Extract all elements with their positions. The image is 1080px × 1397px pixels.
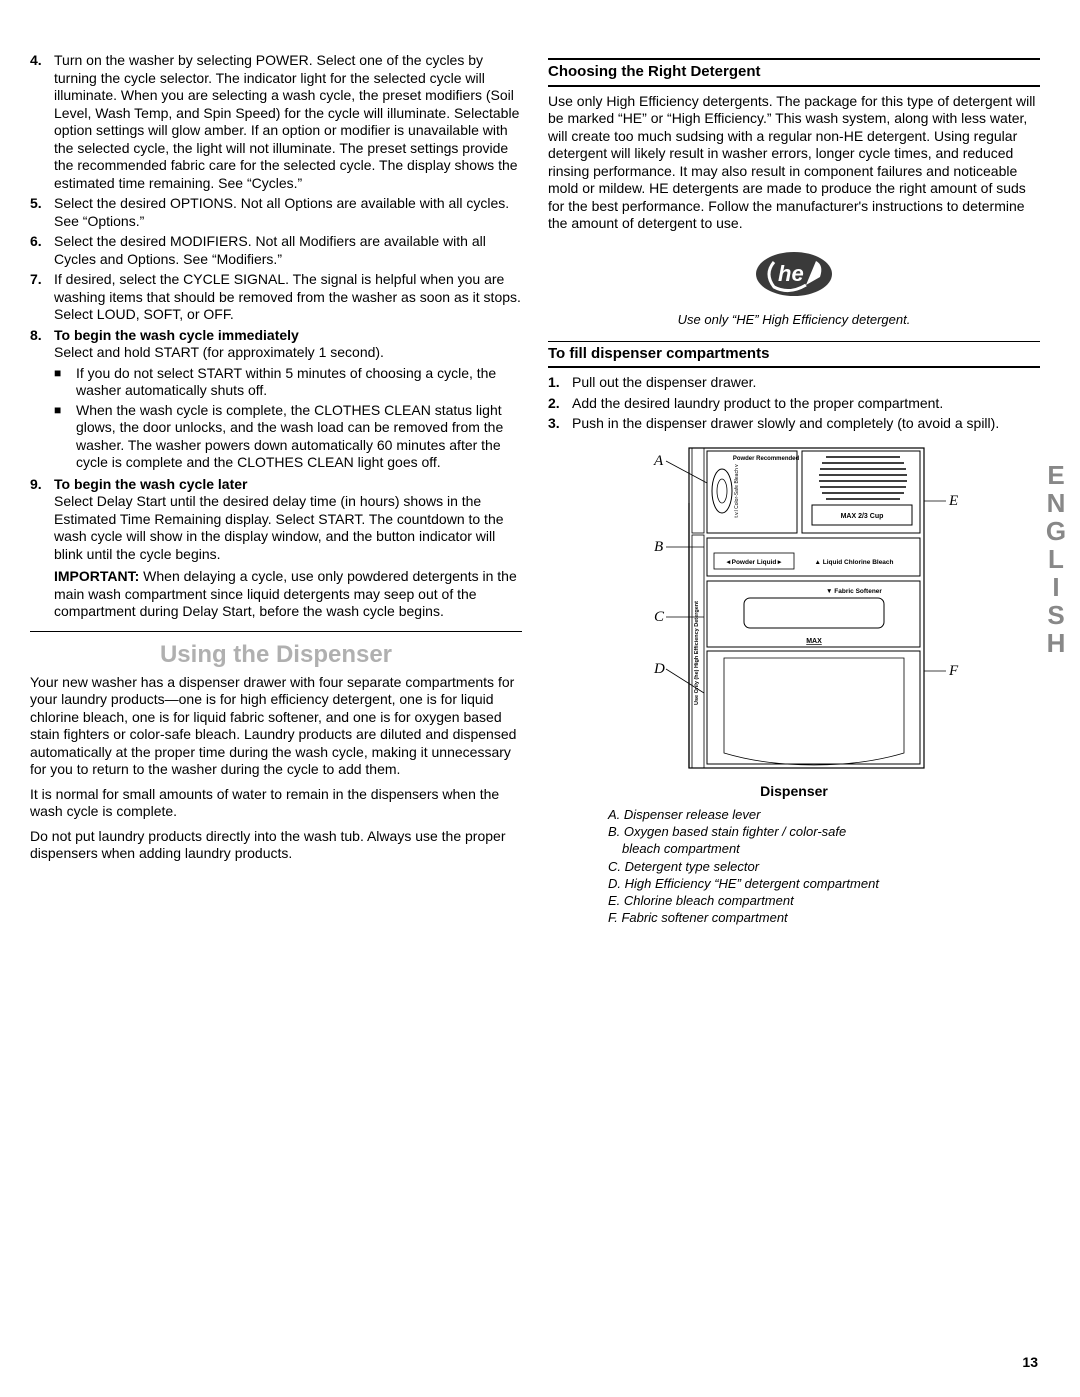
legend-b-cont: bleach compartment <box>608 841 1040 857</box>
step-text: Push in the dispenser drawer slowly and … <box>572 415 1040 433</box>
section-title-dispenser: Using the Dispenser <box>30 640 522 670</box>
svg-text:▼ Fabric Softener: ▼ Fabric Softener <box>826 588 882 595</box>
svg-text:D: D <box>653 661 665 677</box>
fill-step-1: 1. Pull out the dispenser drawer. <box>548 374 1040 392</box>
step-7: 7. If desired, select the CYCLE SIGNAL. … <box>30 271 522 324</box>
svg-text:Use Only (he) High Efficiency: Use Only (he) High Efficiency Detergent <box>694 601 700 705</box>
svg-text:F: F <box>948 663 959 679</box>
important-label: IMPORTANT: <box>54 568 139 584</box>
legend-a: A. Dispenser release lever <box>608 807 1040 823</box>
step-number: 3. <box>548 415 572 433</box>
step-number: 4. <box>30 52 54 192</box>
language-tab: ENGLISH <box>1040 460 1073 656</box>
svg-text:MAX: MAX <box>806 638 822 645</box>
step-text: Add the desired laundry product to the p… <box>572 395 1040 413</box>
left-column: 4. Turn on the washer by selecting POWER… <box>30 52 522 928</box>
step-number: 5. <box>30 195 54 230</box>
step-number: 1. <box>548 374 572 392</box>
dispenser-diagram: t.v.l Color-Safe Bleach v Use Only (he) … <box>548 443 1040 778</box>
he-caption: Use only “HE” High Efficiency detergent. <box>548 312 1040 328</box>
bullet-text: If you do not select START within 5 minu… <box>76 365 522 400</box>
right-column: Choosing the Right Detergent Use only Hi… <box>548 52 1040 928</box>
step-8: 8. To begin the wash cycle immediately S… <box>30 327 522 362</box>
diagram-caption: Dispenser <box>548 783 1040 801</box>
svg-text:MAX 2/3 Cup: MAX 2/3 Cup <box>841 513 884 520</box>
svg-text:he: he <box>778 261 804 286</box>
legend-e: E. Chlorine bleach compartment <box>608 893 1040 909</box>
svg-text:A: A <box>653 453 664 469</box>
step-9-p1: Select Delay Start until the desired del… <box>54 493 504 562</box>
dispenser-intro-p2: It is normal for small amounts of water … <box>30 786 522 821</box>
svg-text:Powder Recommended: Powder Recommended <box>733 456 800 462</box>
step-body: To begin the wash cycle immediately Sele… <box>54 327 522 362</box>
step-6: 6. Select the desired MODIFIERS. Not all… <box>30 233 522 268</box>
step-text: If desired, select the CYCLE SIGNAL. The… <box>54 271 522 324</box>
fill-step-2: 2. Add the desired laundry product to th… <box>548 395 1040 413</box>
two-column-layout: 4. Turn on the washer by selecting POWER… <box>30 52 1040 928</box>
svg-text:B: B <box>654 539 663 555</box>
legend-b: B. Oxygen based stain fighter / color-sa… <box>608 824 1040 840</box>
step-8-sub: Select and hold START (for approximately… <box>54 344 384 360</box>
svg-text:E: E <box>948 493 958 509</box>
step-text: Select the desired MODIFIERS. Not all Mo… <box>54 233 522 268</box>
step-text: Turn on the washer by selecting POWER. S… <box>54 52 522 192</box>
step-5: 5. Select the desired OPTIONS. Not all O… <box>30 195 522 230</box>
bullet-icon: ■ <box>54 402 76 472</box>
dispenser-intro-p3: Do not put laundry products directly int… <box>30 828 522 863</box>
legend-f: F. Fabric softener compartment <box>608 910 1040 926</box>
svg-text:▲ Liquid Chlorine Bleach: ▲ Liquid Chlorine Bleach <box>814 559 893 566</box>
step-text: Pull out the dispenser drawer. <box>572 374 1040 392</box>
step-number: 7. <box>30 271 54 324</box>
legend-d: D. High Efficiency “HE” detergent compar… <box>608 876 1040 892</box>
step-9-lead: To begin the wash cycle later <box>54 476 247 492</box>
step-number: 2. <box>548 395 572 413</box>
step-text: Select the desired OPTIONS. Not all Opti… <box>54 195 522 230</box>
fill-step-3: 3. Push in the dispenser drawer slowly a… <box>548 415 1040 433</box>
step-number: 8. <box>30 327 54 362</box>
bullet-icon: ■ <box>54 365 76 400</box>
step-9: 9. To begin the wash cycle later Select … <box>30 476 522 621</box>
step-4: 4. Turn on the washer by selecting POWER… <box>30 52 522 192</box>
dispenser-intro-p1: Your new washer has a dispenser drawer w… <box>30 674 522 779</box>
step-8-lead: To begin the wash cycle immediately <box>54 327 299 343</box>
section-divider <box>30 631 522 632</box>
svg-text:◄Powder Liquid►: ◄Powder Liquid► <box>725 559 783 566</box>
bullet-text: When the wash cycle is complete, the CLO… <box>76 402 522 472</box>
subhead-detergent: Choosing the Right Detergent <box>548 58 1040 87</box>
subhead-fill: To fill dispenser compartments <box>548 341 1040 369</box>
legend-c: C. Detergent type selector <box>608 859 1040 875</box>
step-8-bullet-1: ■ If you do not select START within 5 mi… <box>54 365 522 400</box>
svg-text:C: C <box>654 609 665 625</box>
step-8-bullet-2: ■ When the wash cycle is complete, the C… <box>54 402 522 472</box>
diagram-legend: A. Dispenser release lever B. Oxygen bas… <box>608 807 1040 927</box>
step-number: 9. <box>30 476 54 621</box>
step-body: To begin the wash cycle later Select Del… <box>54 476 522 621</box>
step-number: 6. <box>30 233 54 268</box>
page-number: 13 <box>1022 1354 1038 1372</box>
detergent-text: Use only High Efficiency detergents. The… <box>548 93 1040 233</box>
svg-text:t.v.l Color-Safe Bleach v: t.v.l Color-Safe Bleach v <box>734 464 740 518</box>
page: ENGLISH 4. Turn on the washer by selecti… <box>0 0 1080 1397</box>
he-logo: he <box>548 247 1040 307</box>
